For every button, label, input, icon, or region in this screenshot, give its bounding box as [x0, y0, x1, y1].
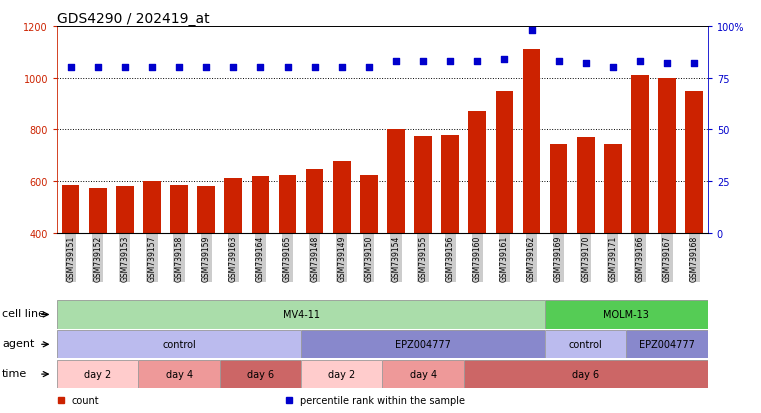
Bar — [279, 175, 296, 233]
Point — [254, 65, 266, 71]
Text: day 6: day 6 — [247, 369, 274, 379]
Point — [200, 65, 212, 71]
Text: EPZ004777: EPZ004777 — [395, 339, 451, 349]
Bar — [333, 162, 351, 233]
Bar — [441, 135, 459, 233]
Point — [173, 65, 185, 71]
Bar — [577, 138, 594, 233]
Text: GDS4290 / 202419_at: GDS4290 / 202419_at — [57, 12, 210, 26]
Text: cell line: cell line — [2, 309, 45, 318]
Point — [119, 65, 131, 71]
Point — [688, 61, 700, 67]
Point — [580, 61, 592, 67]
Bar — [306, 169, 323, 233]
Bar — [387, 130, 405, 233]
Bar — [549, 144, 568, 233]
Point — [65, 65, 77, 71]
Text: day 4: day 4 — [409, 369, 437, 379]
Text: percentile rank within the sample: percentile rank within the sample — [300, 395, 465, 405]
Text: control: control — [162, 339, 196, 349]
Bar — [523, 50, 540, 233]
Text: control: control — [569, 339, 603, 349]
Text: agent: agent — [2, 338, 34, 348]
Text: MOLM-13: MOLM-13 — [603, 310, 649, 320]
Bar — [686, 91, 703, 233]
Point — [363, 65, 375, 71]
Text: day 2: day 2 — [84, 369, 111, 379]
Text: EPZ004777: EPZ004777 — [639, 339, 695, 349]
Point — [228, 65, 240, 71]
Point — [444, 59, 457, 65]
Text: day 6: day 6 — [572, 369, 600, 379]
Bar — [62, 185, 79, 233]
Text: time: time — [2, 368, 27, 378]
Bar — [89, 189, 107, 233]
Point — [336, 65, 348, 71]
Bar — [197, 186, 215, 233]
Bar — [495, 91, 513, 233]
Bar — [252, 177, 269, 233]
Point — [471, 59, 483, 65]
Point — [607, 65, 619, 71]
Bar — [658, 78, 676, 233]
Point — [91, 65, 103, 71]
Bar — [170, 185, 188, 233]
Point — [146, 65, 158, 71]
Text: count: count — [72, 395, 99, 405]
Bar — [604, 144, 622, 233]
Text: day 2: day 2 — [328, 369, 355, 379]
Bar — [143, 182, 161, 233]
Point — [525, 28, 537, 34]
Bar — [631, 76, 649, 233]
Point — [552, 59, 565, 65]
Bar — [360, 176, 377, 233]
Point — [417, 59, 429, 65]
Point — [308, 65, 320, 71]
Text: day 4: day 4 — [165, 369, 193, 379]
Point — [498, 57, 511, 63]
Point — [634, 59, 646, 65]
Point — [390, 59, 402, 65]
Bar — [414, 137, 432, 233]
Bar — [116, 186, 134, 233]
Point — [282, 65, 294, 71]
Text: MV4-11: MV4-11 — [282, 310, 320, 320]
Point — [661, 61, 673, 67]
Bar — [469, 112, 486, 233]
Bar — [224, 178, 242, 233]
